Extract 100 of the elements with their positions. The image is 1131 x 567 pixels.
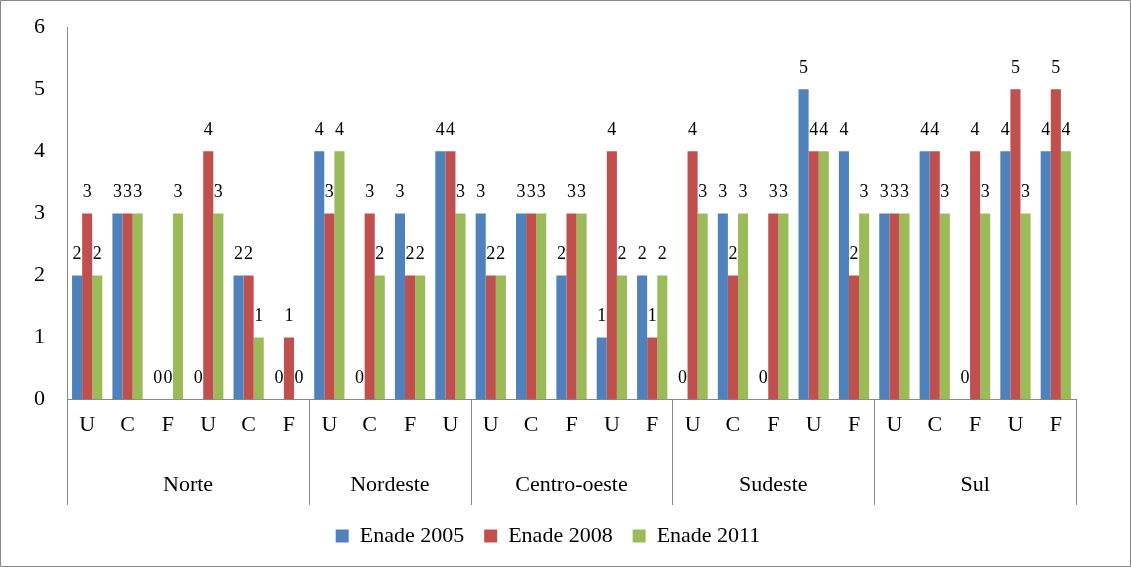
bar xyxy=(526,213,537,400)
data-label: 4 xyxy=(970,119,980,140)
data-label: 3 xyxy=(526,181,536,202)
data-label: 2 xyxy=(72,243,82,264)
y-tick-label: 3 xyxy=(34,199,45,225)
data-label: 3 xyxy=(365,181,375,202)
data-label: 2 xyxy=(244,243,254,264)
data-label: 0 xyxy=(294,367,304,388)
data-label: 3 xyxy=(940,181,950,202)
bar xyxy=(970,151,981,400)
x-tick-label: F xyxy=(968,410,982,436)
data-label: 2 xyxy=(375,243,385,264)
data-label: 4 xyxy=(1041,119,1051,140)
bar xyxy=(768,213,779,400)
data-label: 5 xyxy=(1051,57,1061,77)
data-label: 0 xyxy=(163,367,173,388)
bar xyxy=(1060,151,1071,400)
bar xyxy=(697,213,708,400)
data-label: 2 xyxy=(496,243,506,264)
bar xyxy=(1040,151,1051,400)
y-tick-label: 5 xyxy=(34,75,45,101)
x-tick-label: U xyxy=(1007,410,1024,436)
bar xyxy=(122,213,133,400)
data-label: 4 xyxy=(1061,119,1071,140)
data-label: 3 xyxy=(536,181,546,202)
x-tick-label: F xyxy=(646,410,659,436)
data-label: 3 xyxy=(324,181,334,202)
bar xyxy=(536,213,547,400)
x-tick-label: C xyxy=(725,410,741,436)
data-label: 3 xyxy=(112,181,122,202)
data-label: 1 xyxy=(647,305,657,326)
bar xyxy=(818,151,829,400)
bar xyxy=(475,213,486,400)
x-tick-label: C xyxy=(241,410,256,436)
y-tick-label: 1 xyxy=(34,323,45,349)
data-label: 3 xyxy=(778,181,788,202)
bar xyxy=(737,213,749,400)
data-label: 2 xyxy=(556,243,566,264)
bar xyxy=(485,275,496,400)
bar xyxy=(394,213,406,400)
data-label: 2 xyxy=(415,243,425,264)
bar xyxy=(556,275,567,400)
data-label: 2 xyxy=(728,243,738,264)
bar xyxy=(253,337,264,400)
bar xyxy=(566,213,577,400)
bar xyxy=(657,275,668,400)
data-label: 2 xyxy=(486,243,496,264)
bar xyxy=(92,275,103,400)
bar xyxy=(283,337,295,400)
data-label: 2 xyxy=(637,243,647,264)
bar xyxy=(727,275,738,400)
data-label: 3 xyxy=(768,181,778,202)
bar xyxy=(687,151,698,400)
data-label: 3 xyxy=(213,181,223,202)
data-label: 4 xyxy=(809,119,819,140)
data-label: 2 xyxy=(617,243,627,264)
data-label: 4 xyxy=(688,119,698,140)
data-label: 3 xyxy=(123,181,133,202)
text: Sul xyxy=(960,470,990,496)
x-tick-label: F xyxy=(847,410,861,436)
text: Norte xyxy=(163,470,214,496)
data-label: 3 xyxy=(577,181,587,202)
bar xyxy=(899,213,910,400)
x-tick-label: U xyxy=(603,410,620,436)
bar xyxy=(778,213,789,400)
x-tick-label: C xyxy=(523,410,539,436)
data-label: 4 xyxy=(334,119,344,140)
x-tick-label: C xyxy=(120,410,135,436)
y-tick-label: 2 xyxy=(34,261,45,287)
text: Nordeste xyxy=(350,470,430,496)
data-label: 4 xyxy=(1000,119,1010,140)
data-label: 5 xyxy=(1010,57,1020,77)
bar xyxy=(838,151,849,400)
data-label: 0 xyxy=(274,367,284,388)
bar xyxy=(616,275,627,400)
bar xyxy=(1020,213,1031,400)
bar xyxy=(859,213,870,400)
text: Sudeste xyxy=(739,470,808,496)
data-label: 4 xyxy=(819,119,829,140)
bar xyxy=(929,151,940,400)
x-tick-label: U xyxy=(482,410,499,436)
bar xyxy=(798,89,809,400)
data-label: 3 xyxy=(395,181,405,202)
data-label: 0 xyxy=(193,367,203,388)
bar xyxy=(132,213,143,400)
bar xyxy=(233,275,244,400)
y-tick-label: 0 xyxy=(34,385,45,411)
bar xyxy=(889,213,900,400)
data-label: 2 xyxy=(92,243,102,264)
data-label: 4 xyxy=(930,119,940,140)
bar xyxy=(82,213,93,400)
data-label: 4 xyxy=(203,119,213,140)
x-tick-label: U xyxy=(200,410,217,436)
data-label: 3 xyxy=(698,181,708,202)
bar xyxy=(213,213,224,400)
data-label: 3 xyxy=(980,181,990,202)
data-label: 3 xyxy=(567,181,576,202)
bar xyxy=(334,151,345,400)
bar xyxy=(172,213,184,400)
x-tick-label: U xyxy=(886,410,903,436)
